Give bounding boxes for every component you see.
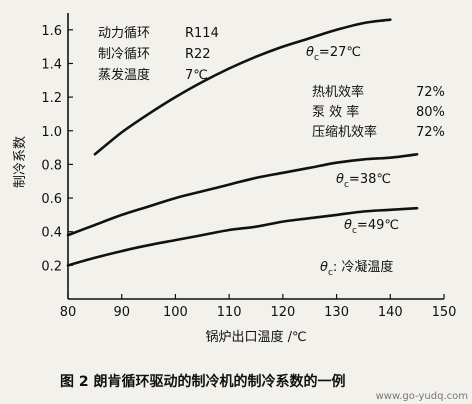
condition-value-1: R114	[185, 26, 219, 41]
condition-legend: 动力循环 R114 制冷循环 R22 蒸发温度 7℃	[98, 26, 219, 83]
x-tick-label: 100	[163, 305, 188, 320]
condition-label-1: 动力循环	[98, 26, 150, 41]
series-label-38: θc=38℃	[336, 172, 391, 190]
axis-ticks: 80 90 100 110 120 130 140 150 0.2 0.4 0.6 0.8 1.0 1.2…	[41, 24, 456, 320]
series-lines	[66, 18, 419, 267]
efficiency-label-3: 压缩机效率	[312, 124, 377, 140]
x-tick-label: 110	[217, 305, 242, 320]
condition-value-2: R22	[185, 47, 211, 62]
efficiency-value-3: 72%	[416, 125, 445, 140]
x-tick-label: 140	[378, 305, 403, 320]
y-tick-label: 1.0	[41, 125, 62, 140]
series-line-27	[93, 18, 392, 156]
y-tick-label: 1.2	[41, 91, 62, 106]
x-axis-title: 锅炉出口温度 /℃	[205, 329, 306, 345]
series-label-27: θc=27℃	[306, 45, 361, 63]
y-tick-label: 0.4	[41, 226, 62, 241]
figure-caption: 图 2 朗肯循环驱动的制冷机的制冷系数的一例	[60, 373, 346, 390]
efficiency-label-1: 热机效率	[312, 84, 364, 100]
x-tick-label: 130	[324, 305, 349, 320]
efficiency-legend: 热机效率 72% 泵 效 率 80% 压缩机效率 72%	[312, 84, 445, 140]
x-tick-label: 90	[113, 305, 130, 320]
condensing-temp-note: θc: 冷凝温度	[320, 259, 393, 278]
x-tick-label: 120	[270, 305, 295, 320]
condition-value-3: 7℃	[185, 68, 208, 83]
y-axis-title: 制冷系数	[13, 136, 28, 188]
efficiency-label-2: 泵 效 率	[312, 104, 359, 120]
series-line-49	[66, 206, 419, 267]
y-tick-label: 0.6	[41, 192, 62, 207]
watermark: www.go-yudq.com	[376, 391, 468, 402]
condition-label-3: 蒸发温度	[98, 67, 150, 83]
efficiency-value-1: 72%	[416, 85, 445, 100]
series-label-49: θc=49℃	[344, 218, 399, 236]
y-tick-label: 1.6	[41, 24, 62, 39]
x-tick-label: 150	[432, 305, 457, 320]
efficiency-value-2: 80%	[416, 105, 445, 120]
y-tick-label: 0.8	[41, 158, 62, 173]
x-tick-label: 80	[60, 305, 77, 320]
series-line-38	[66, 153, 419, 237]
condition-label-2: 制冷循环	[98, 47, 150, 62]
y-tick-label: 1.4	[41, 57, 62, 72]
y-tick-label: 0.2	[41, 259, 62, 274]
